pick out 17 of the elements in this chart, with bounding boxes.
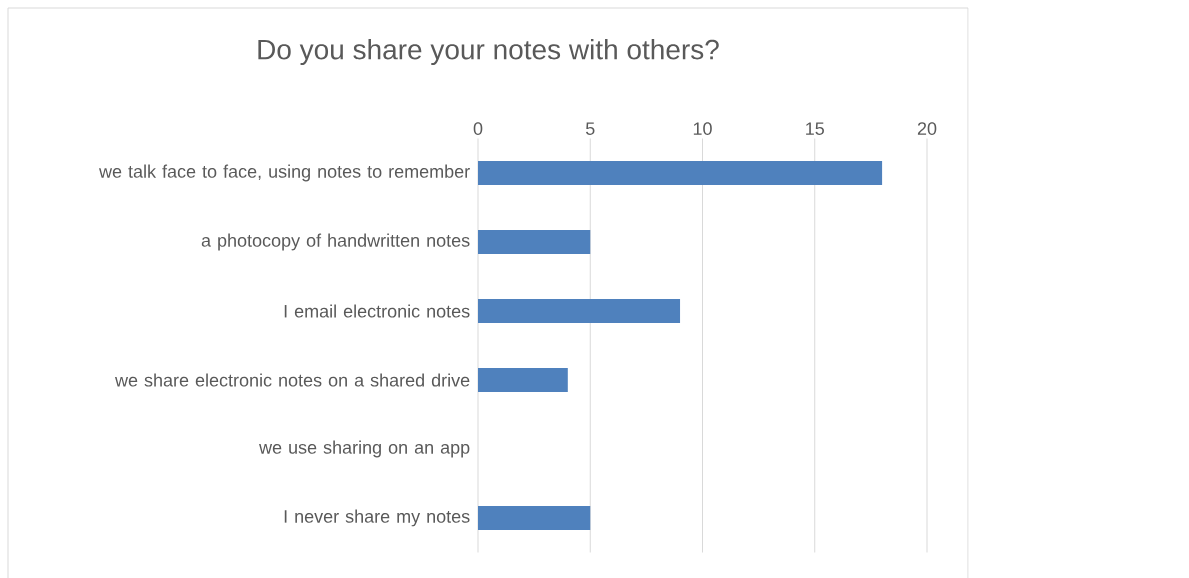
x-tick-label: 5 <box>585 122 595 135</box>
y-tick-label: we share electronic notes on a shared drive <box>114 373 470 387</box>
bar <box>478 505 591 530</box>
chart-title: Do you share your notes with others? <box>258 38 719 66</box>
y-tick-label: we talk face to face, using notes to remember <box>99 164 470 182</box>
x-tick-label: 10 <box>693 122 712 135</box>
y-tick-label: we use sharing on an app <box>259 440 470 458</box>
bar <box>478 161 883 185</box>
bar <box>478 367 568 392</box>
y-tick-label: a photocopy of handwritten notes <box>201 233 470 251</box>
bar <box>478 298 681 323</box>
y-tick-label: I never share my notes <box>284 509 470 527</box>
x-tick-label: 0 <box>473 122 483 135</box>
bar <box>478 229 591 254</box>
y-tick-label: I email electronic notes <box>284 304 470 318</box>
x-tick-label: 20 <box>917 122 937 135</box>
x-tick-label: 15 <box>806 122 824 135</box>
